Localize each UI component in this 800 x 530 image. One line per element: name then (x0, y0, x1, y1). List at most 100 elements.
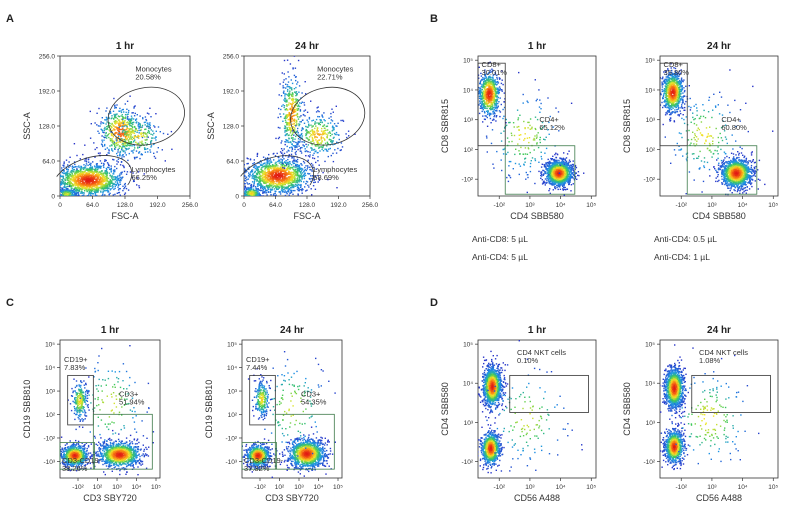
event-dot (305, 169, 308, 172)
event-dot (61, 169, 63, 171)
event-dot (106, 175, 108, 177)
event-dot (247, 197, 248, 198)
event-dot (291, 107, 293, 109)
event-dot (293, 162, 295, 164)
event-dot (61, 192, 64, 194)
event-dot (69, 182, 72, 185)
event-dot (280, 158, 282, 160)
event-dot (117, 189, 120, 191)
event-dot (77, 180, 79, 182)
event-dot (114, 165, 116, 168)
event-dot (125, 149, 127, 151)
event-dot (258, 180, 260, 182)
event-dot (73, 177, 75, 179)
event-dot (257, 169, 260, 171)
event-dot (93, 195, 96, 196)
event-dot (109, 130, 111, 132)
event-dot (326, 141, 329, 143)
event-dot (328, 148, 330, 150)
event-dot (57, 196, 58, 197)
event-dot (295, 170, 297, 173)
event-dot (286, 133, 288, 135)
event-dot (297, 148, 299, 151)
event-dot (287, 183, 289, 185)
event-dot (269, 182, 272, 184)
event-dot (496, 76, 498, 79)
event-dot (285, 134, 287, 137)
event-dot (264, 171, 267, 174)
event-dot (301, 176, 303, 178)
event-dot (252, 199, 253, 200)
event-dot (139, 125, 141, 127)
event-dot (94, 186, 97, 189)
event-dot (318, 147, 320, 149)
event-dot (329, 132, 331, 134)
event-dot (311, 130, 314, 132)
event-dot (248, 168, 250, 170)
event-dot (72, 171, 74, 173)
event-dot (271, 174, 274, 177)
event-dot (105, 167, 108, 170)
event-dot (298, 134, 300, 136)
event-dot (248, 191, 251, 193)
event-dot (120, 135, 122, 138)
event-dot (238, 168, 239, 169)
event-dot (294, 141, 297, 144)
event-dot (130, 131, 132, 134)
event-dot (129, 141, 131, 143)
event-dot (126, 124, 129, 126)
event-dot (270, 184, 272, 187)
event-dot (301, 167, 303, 170)
event-dot (120, 115, 122, 117)
event-dot (256, 172, 258, 174)
event-dot (69, 173, 72, 175)
event-dot (110, 167, 112, 169)
event-dot (120, 128, 122, 131)
event-dot (138, 137, 140, 139)
event-dot (330, 119, 333, 121)
event-dot (259, 189, 262, 192)
event-dot (277, 116, 279, 119)
event-dot (313, 152, 315, 155)
event-dot (291, 161, 294, 163)
event-dot (83, 177, 85, 179)
event-dot (66, 174, 69, 176)
event-dot (93, 188, 95, 190)
y-tick-label: 128.0 (39, 124, 56, 131)
event-dot (58, 192, 59, 193)
event-dot (313, 157, 316, 160)
event-dot (98, 189, 100, 191)
event-dot (244, 177, 247, 179)
event-dot (294, 181, 296, 183)
event-dot (65, 192, 68, 194)
event-dot (290, 184, 292, 186)
event-dot (299, 110, 302, 112)
event-dot (262, 187, 264, 190)
event-dot (129, 133, 131, 135)
event-dot (284, 190, 286, 192)
event-dot (84, 185, 86, 187)
event-dot (134, 134, 136, 137)
event-dot (261, 199, 262, 200)
event-dot (146, 136, 148, 138)
event-dot (138, 185, 140, 187)
event-dot (76, 169, 78, 171)
event-dot (104, 119, 106, 121)
event-dot (140, 134, 142, 136)
event-dot (106, 162, 109, 164)
event-dot (80, 182, 82, 185)
event-dot (259, 179, 261, 181)
event-dot (311, 132, 314, 134)
event-dot (329, 122, 332, 124)
event-dot (292, 112, 294, 114)
event-dot (279, 167, 281, 170)
event-dot (264, 167, 266, 169)
event-dot (93, 190, 95, 192)
event-dot (107, 190, 109, 192)
event-dot (55, 191, 56, 192)
event-dot (250, 186, 253, 188)
event-dot (288, 115, 290, 117)
event-dot (484, 69, 486, 71)
event-dot (69, 179, 71, 181)
event-dot (331, 126, 334, 128)
